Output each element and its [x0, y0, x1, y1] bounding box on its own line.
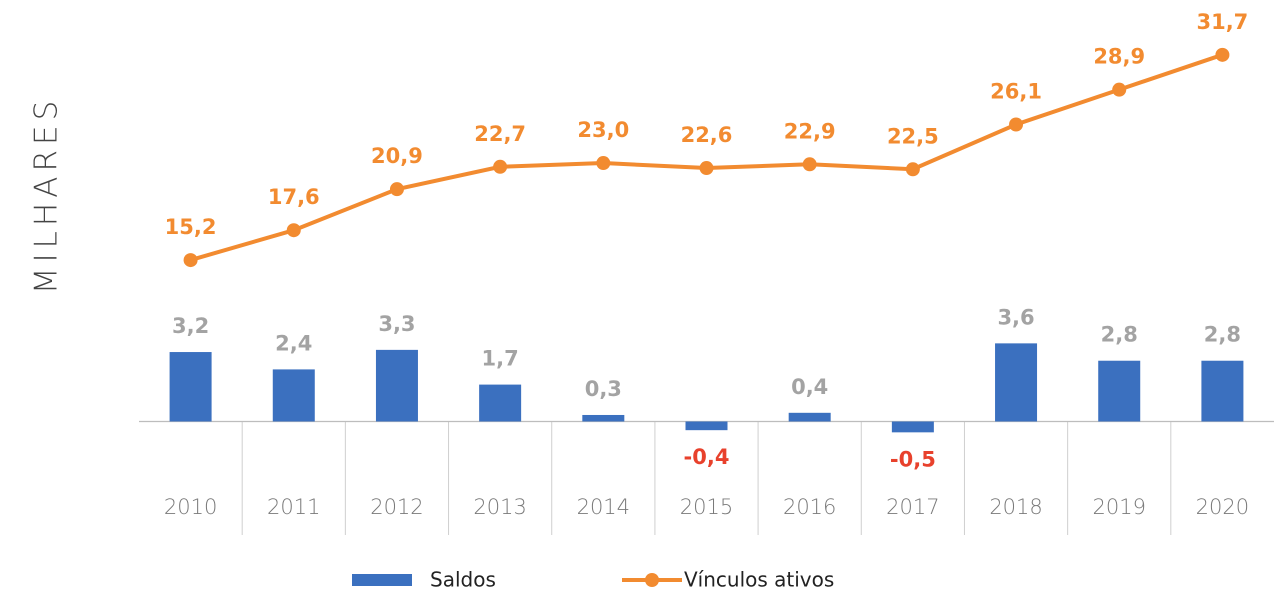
data-label: 22,7: [474, 122, 526, 146]
line-point: [1009, 117, 1024, 132]
line-point: [1215, 47, 1230, 62]
bar: [685, 421, 728, 431]
x-tick-label: 2013: [473, 495, 526, 519]
data-label: 3,6: [997, 305, 1034, 329]
bar: [479, 384, 522, 422]
data-label: -0,4: [684, 445, 730, 469]
line-point: [183, 253, 198, 268]
line-point: [905, 162, 920, 177]
x-tick-label: 2014: [577, 495, 630, 519]
bar: [1201, 360, 1244, 422]
data-label: 2,8: [1204, 323, 1241, 347]
bar: [788, 412, 831, 422]
data-label: 17,6: [268, 185, 320, 209]
data-label: 2,4: [275, 331, 312, 355]
line-point: [596, 156, 611, 171]
data-label: 15,2: [165, 215, 217, 239]
bar: [1098, 360, 1141, 422]
bar: [995, 343, 1038, 422]
data-label: 0,3: [585, 377, 622, 401]
line-point: [802, 157, 817, 172]
bar: [169, 352, 212, 422]
legend-label: Saldos: [430, 568, 496, 592]
bar: [582, 414, 625, 422]
data-label: 20,9: [371, 144, 423, 168]
x-tick-label: 2017: [886, 495, 939, 519]
data-label: 23,0: [577, 118, 629, 142]
data-label: -0,5: [890, 447, 936, 471]
legend-label: Vínculos ativos: [684, 568, 834, 592]
data-label: 1,7: [482, 347, 519, 371]
legend-swatch: [352, 574, 412, 586]
data-label: 2,8: [1101, 323, 1138, 347]
line-point: [286, 223, 301, 238]
data-label: 22,9: [784, 119, 836, 143]
data-label: 28,9: [1093, 45, 1145, 69]
y-axis-label: MILHARES: [29, 96, 65, 294]
line-point: [493, 159, 508, 174]
x-tick-label: 2011: [267, 495, 320, 519]
line-point: [699, 161, 714, 176]
data-label: 31,7: [1196, 10, 1248, 34]
line-point: [389, 182, 404, 197]
bar: [375, 349, 418, 422]
data-label: 3,3: [378, 312, 415, 336]
data-label: 22,5: [887, 124, 939, 148]
line: [190, 52, 1224, 262]
x-tick-label: 2012: [370, 495, 423, 519]
data-label: 26,1: [990, 79, 1042, 103]
data-label: 22,6: [681, 123, 733, 147]
bar: [891, 421, 934, 433]
bar: [272, 369, 315, 422]
legend-swatch-marker: [645, 573, 659, 587]
x-tick-label: 2010: [164, 495, 217, 519]
data-label: 3,2: [172, 314, 209, 338]
x-tick-label: 2019: [1093, 495, 1146, 519]
line-point: [1112, 82, 1127, 97]
x-tick-label: 2020: [1196, 495, 1249, 519]
data-label: 0,4: [791, 375, 828, 399]
x-tick-label: 2015: [680, 495, 733, 519]
x-tick-label: 2018: [989, 495, 1042, 519]
x-tick-label: 2016: [783, 495, 836, 519]
